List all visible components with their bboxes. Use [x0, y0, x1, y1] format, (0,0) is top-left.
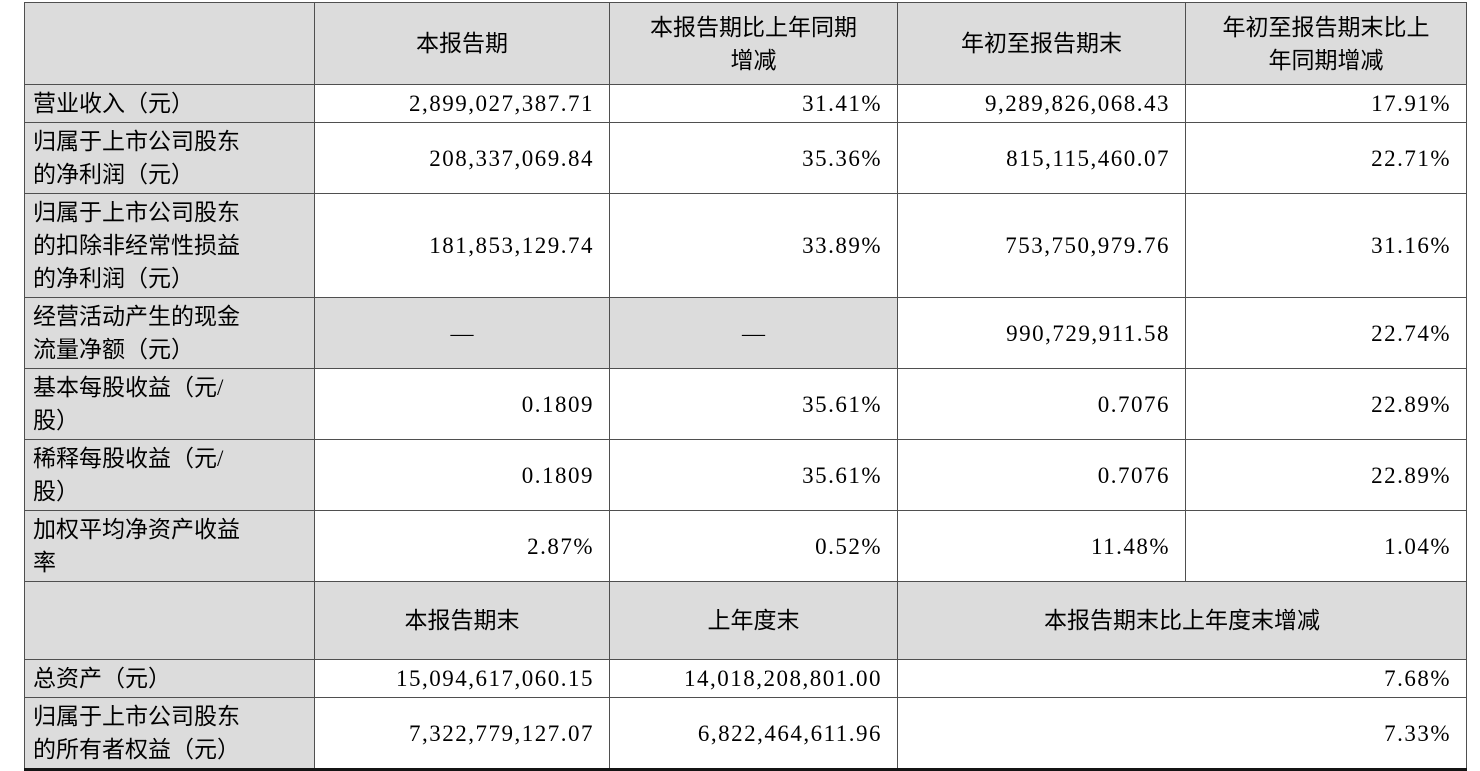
value-cell: 11.48%	[897, 510, 1186, 582]
corner-blank-cell	[24, 581, 315, 660]
value-cell: 15,094,617,060.15	[314, 659, 610, 698]
table-row-basic-eps: 基本每股收益（元/ 股） 0.1809 35.61% 0.7076 22.89%	[24, 368, 1467, 440]
row-label: 归属于上市公司股东 的所有者权益（元）	[24, 697, 315, 770]
value-cell: 2,899,027,387.71	[314, 84, 610, 123]
value-cell: 35.61%	[609, 439, 898, 511]
value-cell: 815,115,460.07	[897, 122, 1186, 194]
col-header-ytd: 年初至报告期末	[897, 2, 1186, 85]
section1-header-row: 本报告期 本报告期比上年同期 增减 年初至报告期末 年初至报告期末比上 年同期增…	[24, 2, 1467, 85]
value-cell: 31.16%	[1185, 193, 1467, 298]
value-cell: 181,853,129.74	[314, 193, 610, 298]
col-header-period-end-change: 本报告期末比上年度末增减	[897, 581, 1467, 660]
table-row-operating-revenue: 营业收入（元） 2,899,027,387.71 31.41% 9,289,82…	[24, 84, 1467, 123]
value-cell: 2.87%	[314, 510, 610, 582]
financial-summary-table: 本报告期 本报告期比上年同期 增减 年初至报告期末 年初至报告期末比上 年同期增…	[24, 2, 1467, 771]
value-cell: 0.1809	[314, 439, 610, 511]
value-cell: 6,822,464,611.96	[609, 697, 898, 770]
value-cell: 0.7076	[897, 439, 1186, 511]
col-header-period-end: 本报告期末	[314, 581, 610, 660]
col-header-prior-year-end: 上年度末	[609, 581, 898, 660]
row-label: 经营活动产生的现金 流量净额（元）	[24, 297, 315, 369]
value-cell: 7,322,779,127.07	[314, 697, 610, 770]
value-cell: 22.89%	[1185, 368, 1467, 440]
value-cell: 990,729,911.58	[897, 297, 1186, 369]
row-label: 营业收入（元）	[24, 84, 315, 123]
value-cell: 7.33%	[897, 697, 1467, 770]
row-label: 加权平均净资产收益 率	[24, 510, 315, 582]
table-row-owners-equity: 归属于上市公司股东 的所有者权益（元） 7,322,779,127.07 6,8…	[24, 697, 1467, 770]
row-label: 归属于上市公司股东 的净利润（元）	[24, 122, 315, 194]
value-cell: 35.61%	[609, 368, 898, 440]
value-cell: 9,289,826,068.43	[897, 84, 1186, 123]
col-header-current-period: 本报告期	[314, 2, 610, 85]
dash-cell: —	[609, 297, 898, 369]
value-cell: 33.89%	[609, 193, 898, 298]
value-cell: 7.68%	[897, 659, 1467, 698]
value-cell: 1.04%	[1185, 510, 1467, 582]
dash-cell: —	[314, 297, 610, 369]
value-cell: 35.36%	[609, 122, 898, 194]
table-row-diluted-eps: 稀释每股收益（元/ 股） 0.1809 35.61% 0.7076 22.89%	[24, 439, 1467, 511]
col-header-current-period-yoy: 本报告期比上年同期 增减	[609, 2, 898, 85]
value-cell: 0.1809	[314, 368, 610, 440]
row-label: 归属于上市公司股东 的扣除非经常性损益 的净利润（元）	[24, 193, 315, 298]
table-row-net-profit: 归属于上市公司股东 的净利润（元） 208,337,069.84 35.36% …	[24, 122, 1467, 194]
table-row-operating-cash-flow: 经营活动产生的现金 流量净额（元） — — 990,729,911.58 22.…	[24, 297, 1467, 369]
value-cell: 17.91%	[1185, 84, 1467, 123]
row-label: 稀释每股收益（元/ 股）	[24, 439, 315, 511]
col-header-ytd-yoy: 年初至报告期末比上 年同期增减	[1185, 2, 1467, 85]
value-cell: 22.74%	[1185, 297, 1467, 369]
value-cell: 0.7076	[897, 368, 1186, 440]
table-row-weighted-avg-roe: 加权平均净资产收益 率 2.87% 0.52% 11.48% 1.04%	[24, 510, 1467, 582]
row-label: 总资产（元）	[24, 659, 315, 698]
value-cell: 753,750,979.76	[897, 193, 1186, 298]
value-cell: 208,337,069.84	[314, 122, 610, 194]
value-cell: 31.41%	[609, 84, 898, 123]
value-cell: 22.89%	[1185, 439, 1467, 511]
section2-header-row: 本报告期末 上年度末 本报告期末比上年度末增减	[24, 581, 1467, 660]
row-label: 基本每股收益（元/ 股）	[24, 368, 315, 440]
table-row-total-assets: 总资产（元） 15,094,617,060.15 14,018,208,801.…	[24, 659, 1467, 698]
corner-blank-cell	[24, 2, 315, 85]
value-cell: 14,018,208,801.00	[609, 659, 898, 698]
value-cell: 22.71%	[1185, 122, 1467, 194]
table-row-net-profit-excl-nonrecurring: 归属于上市公司股东 的扣除非经常性损益 的净利润（元） 181,853,129.…	[24, 193, 1467, 298]
value-cell: 0.52%	[609, 510, 898, 582]
